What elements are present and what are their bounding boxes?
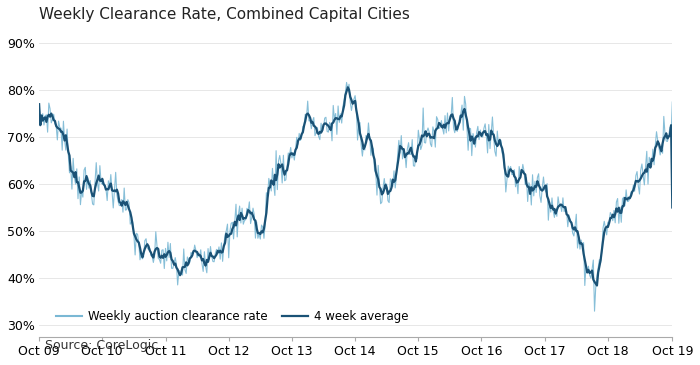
Legend: Weekly auction clearance rate, 4 week average: Weekly auction clearance rate, 4 week av…: [51, 305, 413, 328]
Text: Source: CoreLogic: Source: CoreLogic: [46, 339, 159, 352]
Text: Weekly Clearance Rate, Combined Capital Cities: Weekly Clearance Rate, Combined Capital …: [39, 7, 410, 22]
